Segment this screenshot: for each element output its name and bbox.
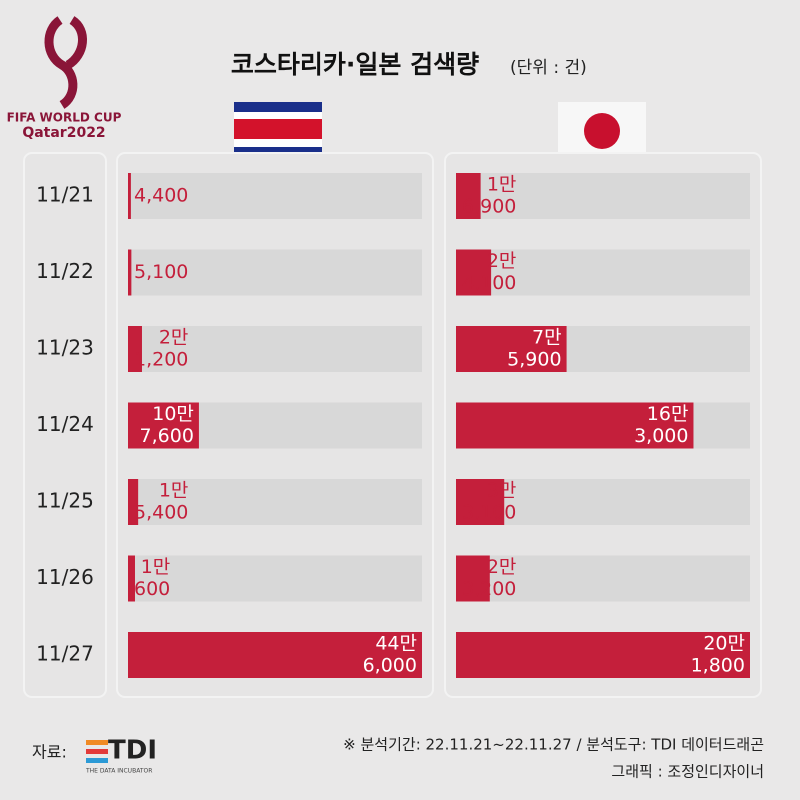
bar xyxy=(456,555,490,602)
value-label: 3,200 xyxy=(462,578,516,600)
value-label: 5,100 xyxy=(134,261,188,283)
bar xyxy=(456,249,492,296)
bar-track xyxy=(128,326,422,372)
bar xyxy=(456,173,481,219)
brand: TDI xyxy=(108,736,157,766)
trophy-shape xyxy=(44,16,87,109)
bar-track xyxy=(128,479,422,525)
note: ※ 분석기간: 22.11.21~22.11.27 / 분석도구: TDI 데이… xyxy=(343,736,764,754)
source-label: 자료: xyxy=(32,743,67,762)
value-label: 5,400 xyxy=(134,502,188,524)
value-label: 3,000 xyxy=(634,425,688,447)
value-label: 2만 xyxy=(159,327,189,349)
category-label: 11/23 xyxy=(36,336,94,360)
value-label: 4,100 xyxy=(462,272,516,294)
category-label: 11/22 xyxy=(36,259,94,283)
value-label: 3만 xyxy=(487,480,517,502)
bars: 11/21 11/22 11/23 11/24 11/25 11/26 11/27 4,400… xyxy=(36,173,750,678)
bar-track xyxy=(128,555,422,602)
value-label: 10만 xyxy=(152,403,194,425)
value-label: 3,100 xyxy=(462,502,516,524)
bar xyxy=(128,555,135,602)
bar-track xyxy=(456,479,750,525)
category-label: 11/24 xyxy=(36,412,94,436)
bar xyxy=(128,173,131,219)
category-label: 11/25 xyxy=(36,489,94,513)
category-label: 11/21 xyxy=(36,183,94,207)
value-label: 2만 xyxy=(487,250,517,272)
japan-flag xyxy=(558,102,646,160)
brand-bar xyxy=(86,758,108,763)
bar-track xyxy=(456,249,750,296)
value-label: 5,900 xyxy=(507,349,561,371)
brand-bar xyxy=(86,740,108,745)
category-label: 11/26 xyxy=(36,565,94,589)
brand-sub: THE DATA INCUBATOR xyxy=(85,768,152,775)
chart-title: 코스타리카·일본 검색량 xyxy=(231,50,479,79)
chart-subtitle: (단위 : 건) xyxy=(510,58,587,78)
bar xyxy=(128,326,142,372)
brand-bar xyxy=(86,749,108,754)
bar-track xyxy=(456,173,750,219)
bar-track xyxy=(128,173,422,219)
fifa-logo: FIFA WORLD CUP Qatar2022 xyxy=(7,16,122,141)
value-label: 6,000 xyxy=(363,655,417,677)
flag-disc xyxy=(584,113,620,149)
value-label: 7,600 xyxy=(140,425,194,447)
bar-track xyxy=(128,249,422,296)
value-label: 1만 xyxy=(141,556,171,578)
flag-stripe xyxy=(234,119,322,139)
bar xyxy=(456,326,567,372)
value-label: 1만 xyxy=(159,480,189,502)
flag-stripe xyxy=(234,102,322,112)
bar xyxy=(128,249,132,296)
value-label: 7만 xyxy=(532,327,562,349)
costa-rica-flag xyxy=(234,102,322,160)
value-label: 2만 xyxy=(487,556,517,578)
bar xyxy=(128,402,199,449)
logo-line1: FIFA WORLD CUP xyxy=(7,111,122,125)
bar xyxy=(456,402,694,449)
bar xyxy=(456,632,750,678)
value-label: 1,200 xyxy=(134,349,188,371)
bar xyxy=(128,632,422,678)
value-label: 4,400 xyxy=(134,185,188,207)
value-label: 20만 xyxy=(703,633,745,655)
value-label: 16만 xyxy=(647,403,689,425)
logo-line2: Qatar2022 xyxy=(22,125,105,141)
bar xyxy=(456,479,505,525)
date-panel xyxy=(23,152,107,698)
value-label: 1,800 xyxy=(691,655,745,677)
bar xyxy=(128,479,139,525)
value-label: 44만 xyxy=(375,633,417,655)
category-label: 11/27 xyxy=(36,642,94,666)
bar-track xyxy=(456,555,750,602)
credit: 그래픽 : 조정인디자이너 xyxy=(611,763,764,781)
value-label: 600 xyxy=(134,578,170,600)
value-label: 1만 xyxy=(487,174,517,196)
value-label: 6,900 xyxy=(462,196,516,218)
